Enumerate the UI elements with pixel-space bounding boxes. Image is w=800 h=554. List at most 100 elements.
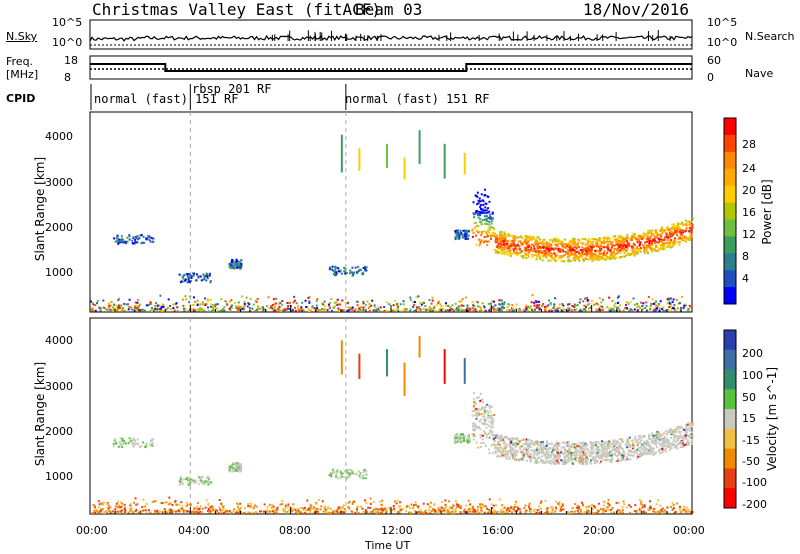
scatter-cell (133, 307, 136, 310)
scatter-cell (641, 506, 644, 509)
scatter-cell (684, 510, 687, 513)
scatter-cell (419, 509, 422, 512)
scatter-cell (602, 500, 605, 503)
scatter-cell (401, 507, 404, 510)
band-cell (629, 238, 632, 241)
band-cell (557, 242, 560, 245)
band-cell (599, 258, 602, 261)
band-cell (504, 454, 507, 457)
band-cell (678, 427, 681, 430)
echo-cell (229, 266, 232, 269)
scatter-cell (407, 505, 410, 508)
echo-cell (189, 275, 192, 278)
band-cell (476, 415, 479, 418)
scatter-cell (290, 509, 293, 512)
band-cell (627, 439, 630, 442)
band-cell (501, 436, 504, 439)
scatter-cell (321, 308, 324, 311)
scatter-cell (184, 510, 187, 513)
band-cell (486, 409, 489, 412)
band-cell (497, 247, 500, 250)
nsky-label: N.Sky (6, 30, 38, 43)
band-cell (513, 458, 516, 461)
scatter-cell (108, 304, 111, 307)
scatter-cell (249, 298, 252, 301)
band-cell (594, 257, 597, 260)
scatter-cell (237, 301, 240, 304)
band-cell (579, 248, 582, 251)
scatter-cell (685, 506, 688, 509)
scatter-cell (460, 304, 463, 307)
scatter-cell (145, 511, 148, 514)
band-cell (559, 449, 562, 452)
scatter-cell (600, 301, 603, 304)
band-cell (636, 448, 639, 451)
band-cell (648, 240, 651, 243)
scatter-cell (187, 309, 190, 312)
band-cell (682, 444, 685, 447)
band-cell (525, 453, 528, 456)
scatter-cell (633, 308, 636, 311)
band-cell (673, 433, 676, 436)
band-cell (639, 454, 642, 457)
scatter-cell (508, 507, 511, 510)
scatter-cell (418, 308, 421, 311)
band-cell (483, 408, 486, 411)
band-cell (481, 438, 484, 441)
band-cell (473, 216, 476, 219)
band-cell (668, 428, 671, 431)
band-cell (527, 239, 530, 242)
scatter-cell (354, 308, 357, 311)
xtick-4: 16:00 (482, 524, 514, 537)
band-cell (591, 446, 594, 449)
band-cell (557, 247, 560, 250)
band-cell (503, 245, 506, 248)
scatter-cell (148, 303, 151, 306)
band-cell (535, 258, 538, 261)
scatter-cell (466, 309, 469, 312)
band-cell (612, 439, 615, 442)
scatter-cell (92, 309, 95, 312)
band-cell (660, 235, 663, 238)
scatter-cell (328, 507, 331, 510)
scatter-cell (436, 303, 439, 306)
band-cell (663, 432, 666, 435)
band-cell (509, 255, 512, 258)
band-cell (613, 257, 616, 260)
band-cell (559, 248, 562, 251)
scatter-cell (588, 299, 591, 302)
echo-cell (334, 268, 337, 271)
scatter-cell (114, 304, 117, 307)
scatter-cell (533, 301, 536, 304)
scatter-cell (106, 308, 109, 311)
band-cell (635, 439, 638, 442)
scatter-cell (96, 299, 99, 302)
band-cell (540, 448, 543, 451)
scatter-cell (368, 302, 371, 305)
scatter-cell (341, 309, 344, 312)
band-cell (525, 235, 528, 238)
band-cell (539, 255, 542, 258)
scatter-cell (558, 504, 561, 507)
scatter-cell (568, 303, 571, 306)
band-cell (619, 442, 622, 445)
echo-cell (348, 272, 351, 275)
band-cell (655, 249, 658, 252)
scatter-cell (282, 507, 285, 510)
band-cell (546, 459, 549, 462)
band-cell (580, 242, 583, 245)
scatter-cell (254, 309, 257, 312)
scatter-cell (358, 307, 361, 310)
band-cell (621, 451, 624, 454)
band-cell (551, 258, 554, 261)
band-cell (622, 458, 625, 461)
scatter-cell (494, 504, 497, 507)
scatter-cell (691, 511, 694, 514)
scatter-cell (553, 305, 556, 308)
scatter-cell (549, 303, 552, 306)
scatter-cell (230, 304, 233, 307)
scatter-cell (169, 508, 172, 511)
band-cell (513, 248, 516, 251)
scatter-cell (309, 506, 312, 509)
band-cell (528, 455, 531, 458)
